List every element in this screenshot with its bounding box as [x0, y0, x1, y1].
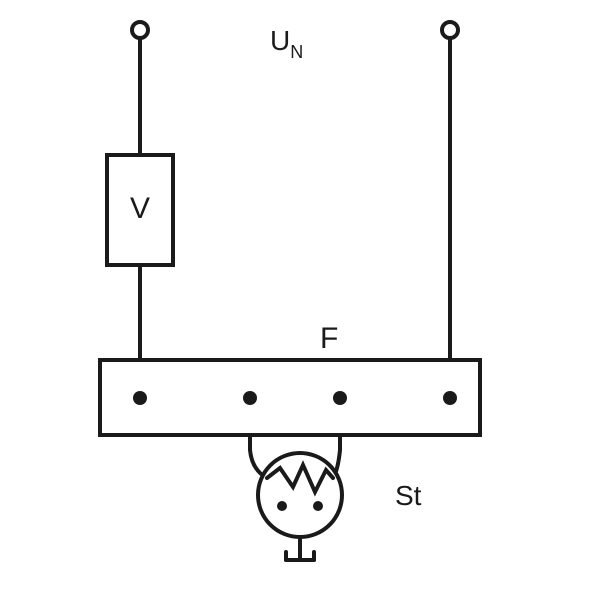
- socket-outline: [258, 453, 342, 537]
- label-f: F: [320, 322, 338, 355]
- socket-pin-left: [277, 501, 287, 511]
- f-node-4: [443, 391, 457, 405]
- f-node-3: [333, 391, 347, 405]
- terminal-top-left: [132, 22, 148, 38]
- f-node-1: [133, 391, 147, 405]
- terminal-top-right: [442, 22, 458, 38]
- label-voltmeter: V: [130, 192, 150, 225]
- label-socket: St: [395, 480, 422, 511]
- circuit-diagram: UN V F St: [0, 0, 600, 600]
- f-block: [100, 360, 480, 435]
- f-node-2: [243, 391, 257, 405]
- socket-pin-right: [313, 501, 323, 511]
- label-supply: UN: [270, 25, 303, 62]
